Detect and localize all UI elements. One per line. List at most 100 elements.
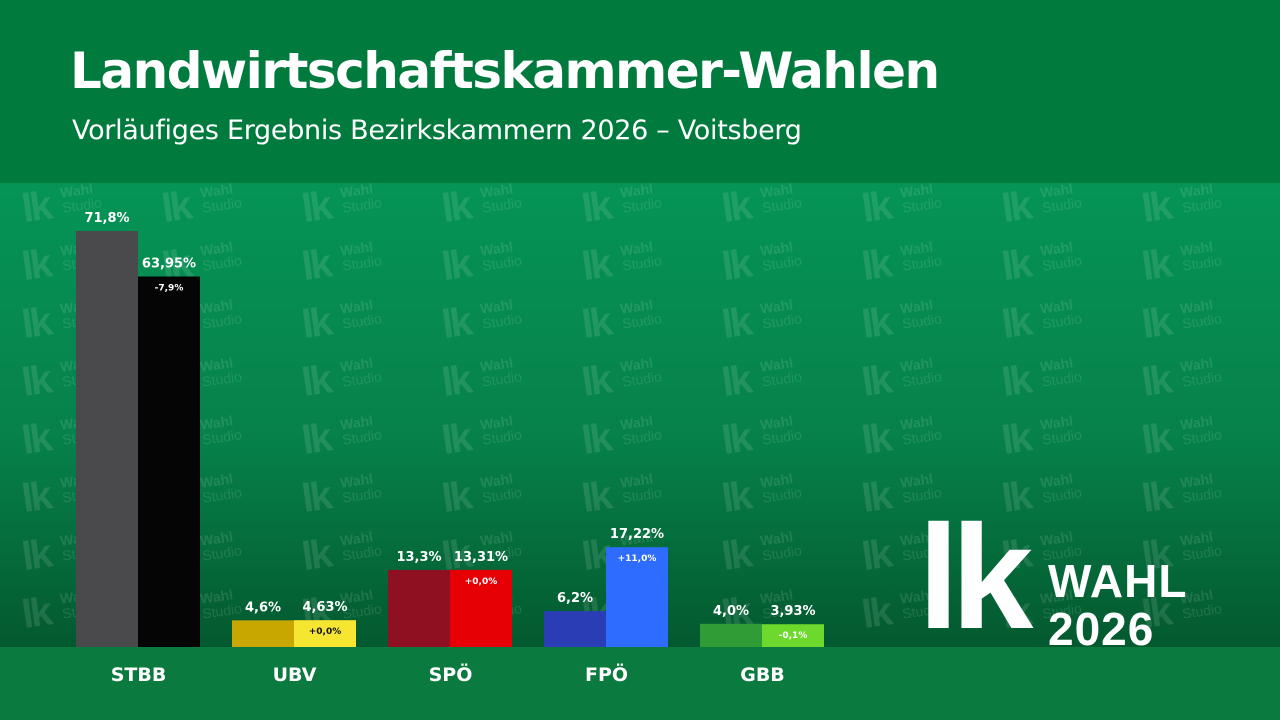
- watermark-mark: lk: [439, 531, 473, 580]
- watermark-logo: lk Wahl Studio: [19, 467, 114, 523]
- watermark-line2: Studio: [341, 194, 383, 216]
- watermark-mark: lk: [159, 415, 193, 464]
- page-title: Landwirtschaftskammer-Wahlen: [70, 42, 940, 100]
- watermark-logo: lk Wahl Studio: [719, 467, 814, 523]
- watermark-logo: lk Wahl Studio: [579, 293, 674, 349]
- watermark-logo: lk Wahl Studio: [299, 467, 394, 523]
- watermark-logo: lk Wahl Studio: [159, 467, 254, 523]
- watermark-mark: lk: [439, 357, 473, 406]
- watermark-logo: lk Wahl Studio: [1139, 235, 1234, 291]
- watermark-line2: Studio: [761, 600, 803, 622]
- watermark-logo: lk Wahl Studio: [859, 409, 954, 465]
- watermark-logo: lk Wahl Studio: [579, 525, 674, 581]
- watermark-mark: lk: [19, 183, 53, 232]
- watermark-line2: Studio: [1041, 368, 1083, 390]
- watermark-logo: lk Wahl Studio: [1139, 351, 1234, 407]
- watermark-logo: lk Wahl Studio: [999, 183, 1094, 233]
- watermark-mark: lk: [999, 299, 1033, 348]
- watermark-mark: lk: [439, 415, 473, 464]
- watermark-mark: lk: [999, 357, 1033, 406]
- category-axis-band: [0, 647, 1280, 720]
- watermark-mark: lk: [439, 589, 473, 638]
- watermark-line2: Studio: [481, 600, 523, 622]
- watermark-mark: lk: [579, 473, 613, 522]
- watermark-logo: lk Wahl Studio: [299, 583, 394, 639]
- watermark-line2: Studio: [201, 484, 243, 506]
- watermark-logo: lk Wahl Studio: [719, 409, 814, 465]
- watermark-line2: Studio: [341, 542, 383, 564]
- watermark-logo: lk Wahl Studio: [719, 525, 814, 581]
- watermark-logo: lk Wahl Studio: [19, 409, 114, 465]
- watermark-line2: Studio: [901, 310, 943, 332]
- watermark-line2: Studio: [901, 252, 943, 274]
- logo-mark: lk: [918, 495, 1033, 660]
- watermark-mark: lk: [299, 531, 333, 580]
- watermark-line2: Studio: [481, 484, 523, 506]
- watermark-line2: Studio: [481, 542, 523, 564]
- watermark-line2: Studio: [761, 194, 803, 216]
- watermark-line2: Studio: [1041, 310, 1083, 332]
- watermark-logo: lk Wahl Studio: [159, 351, 254, 407]
- watermark-logo: lk Wahl Studio: [859, 235, 954, 291]
- watermark-mark: lk: [1139, 357, 1173, 406]
- watermark-line2: Studio: [341, 252, 383, 274]
- logo-year: 2026: [1048, 603, 1155, 655]
- watermark-mark: lk: [1139, 415, 1173, 464]
- category-label-gbb: GBB: [740, 664, 785, 686]
- watermark-line2: Studio: [341, 600, 383, 622]
- watermark-mark: lk: [19, 473, 53, 522]
- watermark-logo: lk Wahl Studio: [159, 235, 254, 291]
- watermark-line2: Studio: [201, 252, 243, 274]
- watermark-logo: lk Wahl Studio: [859, 351, 954, 407]
- watermark-logo: lk Wahl Studio: [299, 409, 394, 465]
- watermark-mark: lk: [439, 473, 473, 522]
- category-label-ubv: UBV: [272, 664, 317, 686]
- watermark-logo: lk Wahl Studio: [999, 293, 1094, 349]
- watermark-line2: Studio: [1181, 252, 1223, 274]
- watermark-mark: lk: [719, 415, 753, 464]
- watermark-line2: Studio: [621, 484, 663, 506]
- watermark-mark: lk: [859, 589, 893, 638]
- watermark-line2: Studio: [61, 484, 103, 506]
- watermark-mark: lk: [439, 299, 473, 348]
- watermark-logo: lk Wahl Studio: [439, 183, 534, 233]
- watermark-line2: Studio: [761, 426, 803, 448]
- watermark-mark: lk: [439, 241, 473, 290]
- watermark-line2: Studio: [1041, 194, 1083, 216]
- watermark-line2: Studio: [61, 368, 103, 390]
- watermark-line2: Studio: [341, 484, 383, 506]
- watermark-mark: lk: [719, 357, 753, 406]
- watermark-mark: lk: [159, 241, 193, 290]
- watermark-mark: lk: [579, 415, 613, 464]
- header-band: Landwirtschaftskammer-Wahlen Vorläufiges…: [0, 0, 1280, 183]
- watermark-line2: Studio: [201, 426, 243, 448]
- watermark-mark: lk: [299, 183, 333, 232]
- watermark-mark: lk: [719, 473, 753, 522]
- watermark-line2: Studio: [621, 194, 663, 216]
- watermark-logo: lk Wahl Studio: [719, 293, 814, 349]
- watermark-line2: Studio: [61, 426, 103, 448]
- watermark-line2: Studio: [1041, 484, 1083, 506]
- watermark-logo: lk Wahl Studio: [439, 409, 534, 465]
- watermark-logo: lk Wahl Studio: [159, 183, 254, 233]
- watermark-logo: lk Wahl Studio: [1139, 409, 1234, 465]
- watermark-logo: lk Wahl Studio: [1139, 467, 1234, 523]
- watermark-mark: lk: [299, 473, 333, 522]
- watermark-mark: lk: [719, 531, 753, 580]
- watermark-mark: lk: [999, 241, 1033, 290]
- watermark-mark: lk: [19, 415, 53, 464]
- watermark-mark: lk: [999, 183, 1033, 232]
- watermark-line2: Studio: [481, 426, 523, 448]
- watermark-line2: Studio: [341, 368, 383, 390]
- watermark-logo: lk Wahl Studio: [19, 351, 114, 407]
- watermark-logo: lk Wahl Studio: [579, 409, 674, 465]
- watermark-line2: Studio: [761, 484, 803, 506]
- watermark-logo: lk Wahl Studio: [999, 235, 1094, 291]
- watermark-logo: lk Wahl Studio: [19, 235, 114, 291]
- watermark-mark: lk: [1139, 183, 1173, 232]
- watermark-logo: lk Wahl Studio: [719, 235, 814, 291]
- watermark-logo: lk Wahl Studio: [159, 525, 254, 581]
- category-label-stbb: STBB: [110, 664, 167, 686]
- watermark-line2: Studio: [621, 310, 663, 332]
- watermark-line2: Studio: [1041, 252, 1083, 274]
